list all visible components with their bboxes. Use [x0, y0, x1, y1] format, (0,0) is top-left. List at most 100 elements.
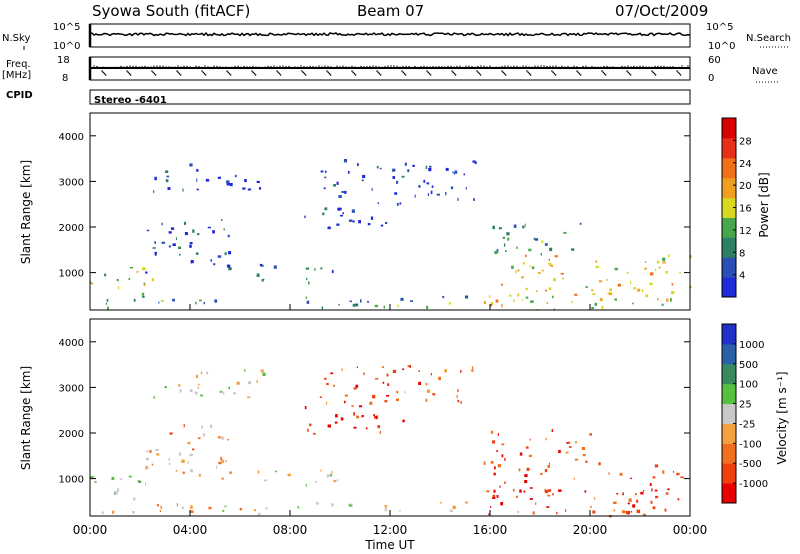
- power-cell: [322, 212, 325, 216]
- nave-dip-dot: [376, 70, 378, 72]
- freq-tick-top: 18: [57, 55, 70, 66]
- velocity-cell: [488, 513, 490, 515]
- velocity-cell: [564, 509, 567, 513]
- power-cell: [617, 283, 621, 287]
- velocity-cell: [356, 366, 358, 369]
- nave-dip-dot: [679, 74, 682, 76]
- power-cell: [601, 305, 604, 310]
- power-cell: [453, 172, 455, 175]
- power-cell: [448, 302, 451, 305]
- nave-dip-dot: [427, 71, 430, 74]
- nave-dot: [462, 66, 464, 69]
- power-y-axis: 1000 2000 3000 4000: [59, 132, 690, 280]
- power-cell: [429, 165, 432, 168]
- nave-dip-dot: [252, 71, 254, 74]
- nave-dot: [426, 66, 428, 68]
- nave-dot: [621, 65, 623, 68]
- velocity-cell: [540, 472, 543, 475]
- nave-dot: [447, 65, 449, 68]
- nave-dot: [423, 65, 425, 68]
- nave-dip-dot: [629, 74, 632, 76]
- velocity-cell: [432, 393, 435, 396]
- power-cell: [336, 181, 339, 185]
- nave-dot: [651, 66, 653, 69]
- nave-dip-dot: [652, 71, 654, 74]
- velocity-cbar-label: Velocity [m s⁻¹]: [775, 371, 789, 464]
- power-cell: [158, 301, 160, 304]
- power-cell: [645, 294, 649, 298]
- power-cell: [591, 289, 594, 292]
- power-cell: [428, 168, 432, 172]
- power-cell: [321, 306, 324, 310]
- velocity-colorbar-tick-label: 500: [739, 360, 758, 371]
- nave-dip-dot: [103, 72, 106, 75]
- nave-dot: [171, 66, 173, 68]
- velocity-cell: [203, 433, 205, 437]
- nave-dip-dot: [226, 70, 228, 72]
- nave-dip-dot: [203, 72, 206, 75]
- velocity-cell: [168, 462, 171, 465]
- power-cell: [524, 223, 526, 227]
- velocity-cell: [524, 474, 528, 478]
- velocity-cell: [331, 471, 333, 474]
- nave-dip-dot: [476, 70, 478, 72]
- nave-dot: [531, 66, 533, 68]
- power-cell: [521, 299, 523, 301]
- nave-dot: [132, 65, 134, 68]
- velocity-colorbar-tick-label: -100: [739, 439, 762, 450]
- velocity-cell: [584, 490, 587, 493]
- nave-dip-dot: [553, 72, 556, 75]
- nave-dot: [363, 66, 365, 68]
- velocity-cell: [496, 495, 499, 498]
- nave-dip-dot: [628, 72, 631, 75]
- power-cell: [496, 249, 499, 253]
- nave-dip-dot: [253, 72, 256, 75]
- nave-dip-dot: [651, 70, 653, 72]
- velocity-cell: [260, 369, 264, 373]
- velocity-cell: [418, 381, 421, 385]
- nave-dot: [552, 65, 554, 68]
- nave-dot: [204, 65, 206, 67]
- power-cell: [463, 173, 465, 176]
- velocity-ytick-label: 2000: [59, 429, 84, 440]
- power-cell: [483, 301, 486, 305]
- power-cell: [348, 219, 353, 222]
- velocity-cell: [384, 400, 388, 403]
- power-cell: [367, 223, 371, 226]
- velocity-cell: [524, 480, 528, 484]
- nave-dot: [297, 66, 299, 69]
- velocity-cell: [430, 372, 432, 376]
- velocity-cell: [497, 464, 502, 468]
- nave-dip-dot: [603, 72, 606, 75]
- nave-dip-dot: [228, 72, 231, 75]
- power-cell: [167, 187, 171, 190]
- velocity-cell: [465, 501, 469, 504]
- nave-dot: [642, 65, 644, 68]
- velocity-cell: [333, 384, 335, 387]
- velocity-cell: [324, 377, 327, 380]
- nave-dot: [162, 65, 164, 67]
- nave-dot: [498, 66, 500, 69]
- nave-dot: [288, 65, 290, 68]
- nave-dip-dot: [126, 70, 128, 72]
- velocity-cell: [585, 460, 588, 463]
- nave-dot: [372, 65, 374, 67]
- velocity-cell: [501, 454, 504, 458]
- power-cell: [579, 222, 582, 225]
- velocity-cell: [396, 398, 399, 401]
- power-colorbar-swatch: [722, 237, 736, 258]
- velocity-cell: [492, 494, 496, 497]
- velocity-cell: [168, 458, 170, 461]
- velocity-cell: [374, 377, 379, 380]
- velocity-cell: [189, 505, 193, 509]
- nave-dot: [537, 65, 539, 68]
- nave-dip-dot: [379, 74, 382, 76]
- velocity-cell: [654, 464, 659, 468]
- velocity-cell: [101, 511, 104, 515]
- velocity-cell: [114, 491, 118, 495]
- power-cell: [554, 255, 558, 258]
- velocity-cell: [206, 371, 209, 375]
- power-cell: [407, 169, 410, 173]
- velocity-cell: [529, 487, 533, 489]
- power-cell: [182, 188, 184, 192]
